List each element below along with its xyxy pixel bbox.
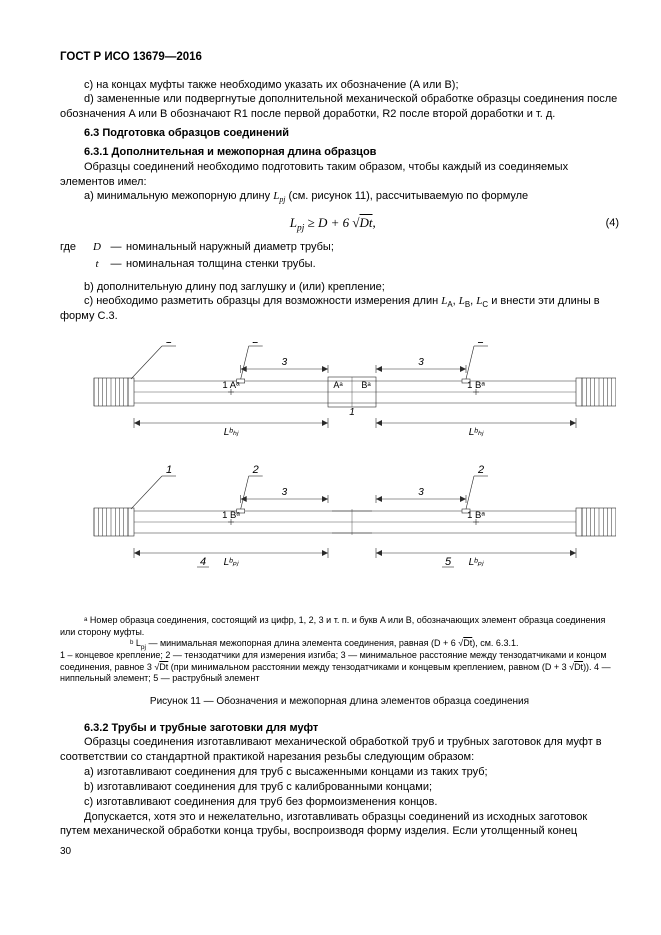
svg-text:3: 3 [418, 487, 424, 498]
para-d: d) замененные или подвергнутые дополните… [60, 92, 619, 122]
f-rel: ≥ [308, 215, 315, 230]
svg-text:1: 1 [166, 342, 172, 346]
f-lhs-sym: L [290, 215, 297, 230]
note-c: 1 – концевое крепление; 2 — тензодатчики… [60, 650, 619, 685]
page-number: 30 [60, 845, 619, 859]
svg-text:3: 3 [418, 357, 424, 368]
where-D-text: номинальный наружный диаметр трубы; [126, 240, 334, 255]
svg-text:1 Bᵃ: 1 Bᵃ [222, 510, 240, 521]
svg-text:1 Aᵃ: 1 Aᵃ [222, 380, 240, 391]
note-b-post: ), см. 6.3.1. [472, 638, 518, 648]
p631-c-pre: c) необходимо разметить образцы для возм… [84, 295, 441, 307]
p632-1: Образцы соединения изготавливают механич… [60, 735, 619, 765]
svg-text:1: 1 [349, 407, 355, 418]
where-label: где [60, 240, 88, 255]
p631-b: b) дополнительную длину под заглушку и (… [60, 280, 619, 295]
sym-Lpj: Lpj [273, 190, 285, 202]
doc-header: ГОСТ Р ИСО 13679—2016 [60, 50, 619, 66]
para-c: c) на концах муфты также необходимо указ… [60, 78, 619, 93]
where-D: где D — номинальный наружный диаметр тру… [60, 240, 619, 255]
note-a: ᵃ Номер образца соединения, состоящий из… [60, 615, 619, 638]
svg-text:1 Bᵃ: 1 Bᵃ [467, 510, 485, 521]
p631-a-post: (см. рисунок 11), рассчитываемую по форм… [285, 190, 528, 202]
svg-text:2: 2 [252, 464, 259, 476]
note-b-sqrt: Dt [463, 638, 472, 648]
svg-text:5: 5 [445, 556, 452, 568]
note-c-sqrt2: Dt [574, 662, 583, 672]
figure-svg: 1 2 2 3 3 1 Aᵃ 1 Bᵃ Aᵃ Bᵃ 1 Lᵇₕⱼ Lᵇₕⱼ 1 2 2 3 3 1 Bᵃ 1 Bᵃ L… [60, 342, 616, 602]
note-b: ᵇ Lpj — минимальная межопорная длина эле… [60, 638, 619, 650]
heading-6-3-2: 6.3.2 Трубы и трубные заготовки для муфт [60, 721, 619, 736]
sym-t: t [88, 257, 106, 272]
page: ГОСТ Р ИСО 13679—2016 c) на концах муфты… [0, 0, 661, 935]
svg-text:Aᵃ: Aᵃ [333, 380, 343, 390]
sqrt-icon: √ [352, 215, 359, 230]
p632-b: b) изготавливают соединения для труб с к… [60, 780, 619, 795]
p631-1: Образцы соединений необходимо подготовит… [60, 160, 619, 190]
sym-D: D [88, 240, 106, 255]
formula-num: (4) [606, 216, 619, 231]
svg-text:2: 2 [252, 342, 259, 346]
formula-expr: Lpj ≥ D + 6 √Dt, [290, 214, 376, 232]
svg-text:Lᵇₚⱼ: Lᵇₚⱼ [469, 557, 485, 568]
svg-text:Lᵇₕⱼ: Lᵇₕⱼ [224, 427, 240, 438]
where-t: t — номинальная толщина стенки трубы. [60, 257, 619, 272]
f-rhs-sqrt: Dt [360, 215, 373, 230]
p632-c: c) изготавливают соединения для труб без… [60, 795, 619, 810]
svg-text:2: 2 [477, 464, 484, 476]
svg-text:3: 3 [282, 487, 288, 498]
svg-text:2: 2 [477, 342, 484, 346]
p632-a: a) изготавливают соединения для труб с в… [60, 765, 619, 780]
svg-text:4: 4 [200, 556, 206, 568]
svg-text:3: 3 [282, 357, 288, 368]
p632-2: Допускается, хотя это и нежелательно, из… [60, 810, 619, 840]
note-b-mid: — минимальная межопорная длина элемента … [146, 638, 458, 648]
p631-c: c) необходимо разметить образцы для возм… [60, 294, 619, 324]
heading-6-3: 6.3 Подготовка образцов соединений [60, 126, 619, 141]
svg-text:Lᵇₕⱼ: Lᵇₕⱼ [469, 427, 485, 438]
note-c-mid: (при минимальном расстоянии между тензод… [168, 662, 569, 672]
svg-text:Lᵇₚⱼ: Lᵇₚⱼ [224, 557, 240, 568]
f-lhs-sub: pj [297, 224, 304, 234]
heading-6-3-1: 6.3.1 Дополнительная и межопорная длина … [60, 145, 619, 160]
note-c-sqrt: Dt [159, 662, 168, 672]
f-rhs-pre: D + 6 [318, 215, 352, 230]
svg-text:Bᵃ: Bᵃ [361, 380, 371, 390]
figure-caption: Рисунок 11 — Обозначения и межопорная дл… [60, 695, 619, 709]
where-t-text: номинальная толщина стенки трубы. [126, 257, 316, 272]
figure-11: 1 2 2 3 3 1 Aᵃ 1 Bᵃ Aᵃ Bᵃ 1 Lᵇₕⱼ Lᵇₕⱼ 1 2 2 3 3 1 Bᵃ 1 Bᵃ L… [60, 342, 619, 607]
svg-text:1: 1 [166, 464, 172, 476]
p631-a: a) минимальную межопорную длину Lpj (см.… [60, 189, 619, 204]
note-b-pre: ᵇ L [130, 638, 141, 648]
formula-4: Lpj ≥ D + 6 √Dt, (4) [60, 214, 619, 232]
p631-a-pre: a) минимальную межопорную длину [84, 190, 273, 202]
svg-text:1 Bᵃ: 1 Bᵃ [467, 380, 485, 391]
